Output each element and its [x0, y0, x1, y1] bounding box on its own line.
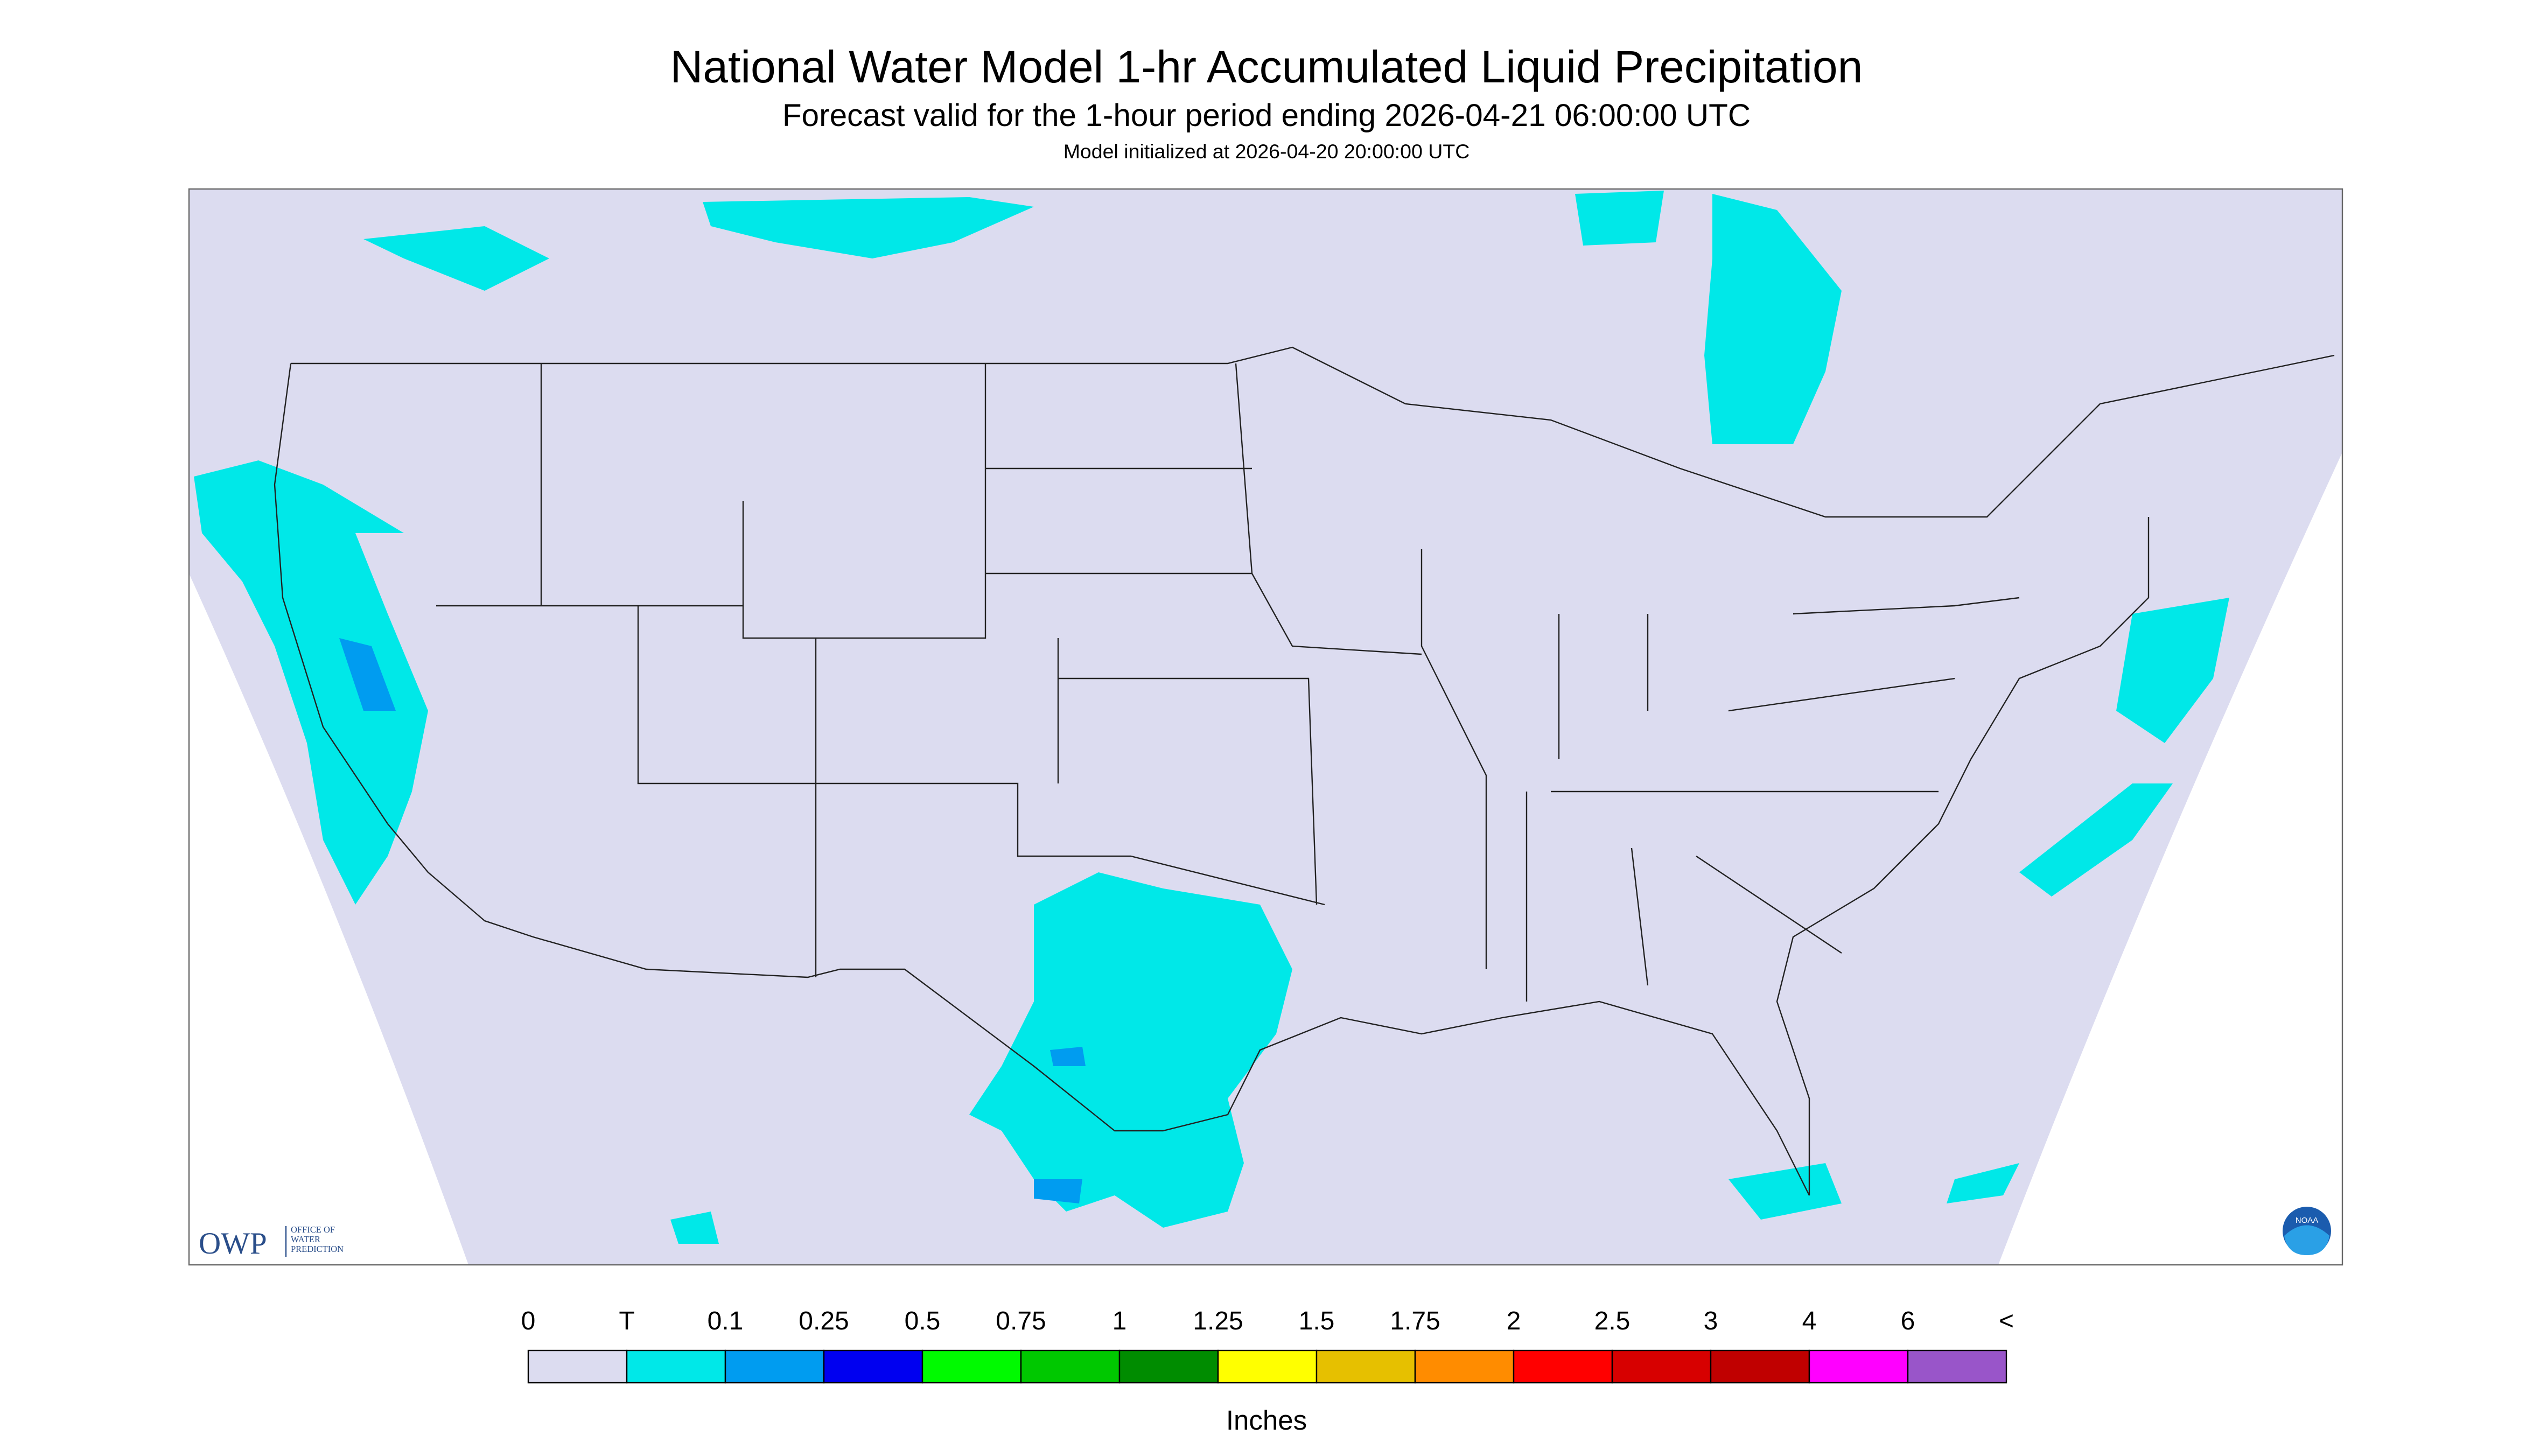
legend-swatch [921, 1349, 1022, 1384]
legend-label: 1.25 [1193, 1307, 1243, 1335]
legend-label: T [619, 1307, 634, 1335]
logo-line: OFFICE OF [291, 1224, 335, 1235]
legend-label: 1.75 [1390, 1307, 1440, 1335]
precip-areas-moderate [339, 638, 1086, 1204]
noaa-badge: NOAA [2283, 1207, 2331, 1256]
legend-label: < [1999, 1307, 2014, 1335]
legend-label: 1.5 [1299, 1307, 1335, 1335]
legend-label: 0.25 [799, 1307, 849, 1335]
boundaries [274, 346, 2335, 1196]
map-border [188, 188, 2343, 1266]
legend-swatch [1414, 1349, 1515, 1384]
out-of-domain [189, 573, 468, 1265]
legend-swatch [1020, 1349, 1121, 1384]
legend-swatch [724, 1349, 825, 1384]
legend-label: 0.5 [905, 1307, 941, 1335]
legend-swatch [823, 1349, 923, 1384]
subtitle: Forecast valid for the 1-hour period end… [782, 98, 1751, 133]
precip-areas [194, 191, 2229, 1244]
legend-label: 1 [1112, 1307, 1127, 1335]
badge-text: NOAA [2296, 1216, 2319, 1225]
title: National Water Model 1-hr Accumulated Li… [670, 41, 1863, 92]
legend: 0 T 0.1 0.25 0.5 0.75 1 1.25 1.5 1.75 2 2.5 3 4 6 < [521, 1307, 2014, 1384]
legend-swatch [1316, 1349, 1416, 1384]
legend-label: 2.5 [1594, 1307, 1631, 1335]
legend-swatch [1217, 1349, 1318, 1384]
legend-label: 6 [1901, 1307, 1915, 1335]
legend-label: 3 [1704, 1307, 1718, 1335]
legend-units: Inches [1226, 1405, 1307, 1436]
logo-name: OWP [199, 1227, 267, 1261]
out-of-domain [1998, 452, 2342, 1265]
legend-swatch [1513, 1349, 1613, 1384]
legend-swatch [527, 1349, 628, 1384]
legend-swatch [1611, 1349, 1712, 1384]
logo-line: PREDICTION [291, 1244, 344, 1254]
legend-label: 0.1 [708, 1307, 744, 1335]
legend-label: 2 [1507, 1307, 1521, 1335]
legend-label: 4 [1802, 1307, 1817, 1335]
legend-swatch [1118, 1349, 1219, 1384]
legend-swatch [1907, 1349, 2007, 1384]
legend-swatch [1808, 1349, 1909, 1384]
logo-line: WATER [291, 1234, 320, 1244]
legend-swatch [626, 1349, 726, 1384]
badge-wave [2284, 1225, 2329, 1256]
legend-swatch [1710, 1349, 1810, 1384]
map-background [189, 189, 2342, 1265]
legend-label: 0.75 [996, 1307, 1046, 1335]
legend-label: 0 [521, 1307, 536, 1335]
init-time: Model initialized at 2026-04-20 20:00:00… [1063, 140, 1470, 163]
